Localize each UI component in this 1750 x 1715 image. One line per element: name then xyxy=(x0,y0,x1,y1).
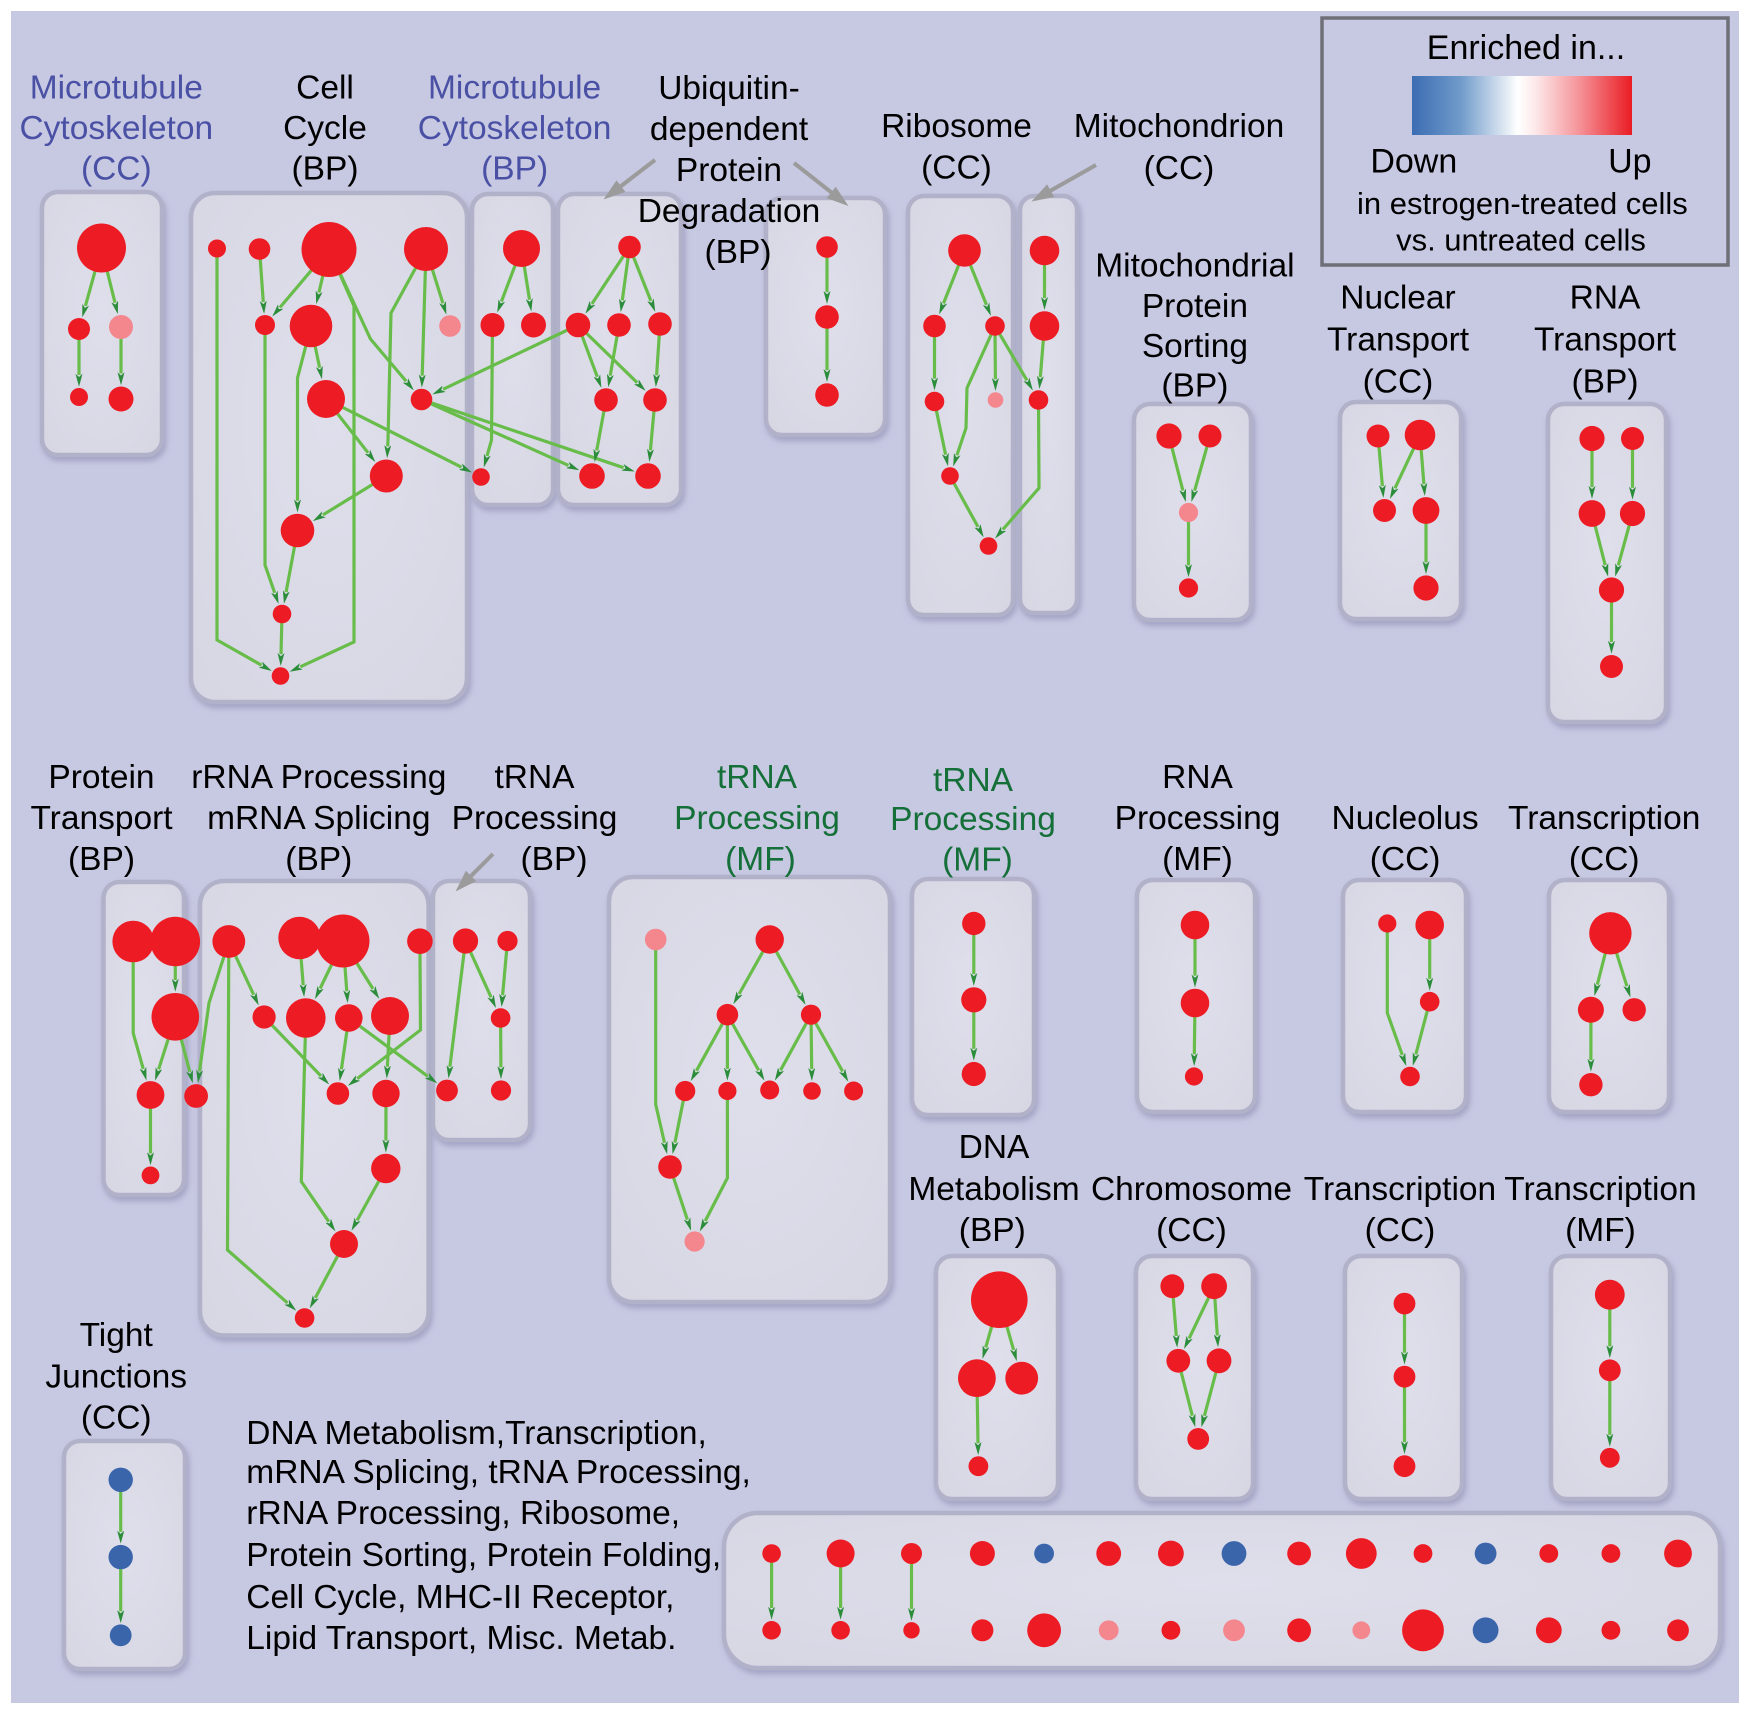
svg-text:Processing: Processing xyxy=(890,801,1056,838)
svg-text:(CC): (CC) xyxy=(1363,364,1434,401)
svg-text:mRNA Splicing: mRNA Splicing xyxy=(207,800,430,837)
svg-text:(BP): (BP) xyxy=(68,841,135,878)
svg-text:Nuclear: Nuclear xyxy=(1340,280,1455,317)
svg-text:Down: Down xyxy=(1370,143,1457,181)
svg-text:Protein: Protein xyxy=(48,759,154,796)
svg-text:Transcription: Transcription xyxy=(1304,1171,1496,1208)
svg-text:Chromosome: Chromosome xyxy=(1091,1171,1292,1208)
svg-text:Ribosome: Ribosome xyxy=(881,108,1032,145)
svg-text:(BP): (BP) xyxy=(285,841,352,878)
svg-text:(CC): (CC) xyxy=(1569,841,1640,878)
svg-text:Cycle: Cycle xyxy=(283,110,367,147)
svg-text:(CC): (CC) xyxy=(1144,150,1215,187)
svg-text:(BP): (BP) xyxy=(481,151,548,188)
svg-text:RNA: RNA xyxy=(1570,280,1641,317)
svg-text:Ubiquitin-: Ubiquitin- xyxy=(658,70,800,107)
svg-text:Mitochondrial: Mitochondrial xyxy=(1095,248,1294,285)
svg-text:Lipid Transport, Misc. Metab.: Lipid Transport, Misc. Metab. xyxy=(246,1620,676,1657)
svg-text:Up: Up xyxy=(1608,143,1651,181)
svg-text:rRNA Processing: rRNA Processing xyxy=(191,759,446,796)
svg-text:Microtubule: Microtubule xyxy=(428,70,601,107)
svg-text:Degradation: Degradation xyxy=(638,193,821,230)
svg-text:Microtubule: Microtubule xyxy=(30,70,203,107)
svg-text:Tight: Tight xyxy=(80,1317,154,1354)
svg-text:(BP): (BP) xyxy=(292,151,359,188)
svg-text:(MF): (MF) xyxy=(725,841,796,878)
svg-text:Processing: Processing xyxy=(674,800,840,837)
svg-text:Processing: Processing xyxy=(452,800,618,837)
svg-text:mRNA Splicing, tRNA Processing: mRNA Splicing, tRNA Processing, xyxy=(246,1454,751,1491)
svg-text:(CC): (CC) xyxy=(81,1400,152,1437)
svg-text:Cell: Cell xyxy=(296,70,354,107)
svg-text:(MF): (MF) xyxy=(1162,841,1233,878)
svg-text:Cell Cycle, MHC-II Receptor,: Cell Cycle, MHC-II Receptor, xyxy=(246,1579,674,1616)
svg-text:Cytoskeleton: Cytoskeleton xyxy=(418,110,612,147)
svg-text:in estrogen-treated cells: in estrogen-treated cells xyxy=(1357,186,1688,221)
svg-text:(CC): (CC) xyxy=(1370,841,1441,878)
svg-text:Enriched in...: Enriched in... xyxy=(1427,29,1625,67)
svg-text:Transcription: Transcription xyxy=(1504,1171,1696,1208)
svg-text:Junctions: Junctions xyxy=(45,1359,187,1396)
svg-text:rRNA Processing, Ribosome,: rRNA Processing, Ribosome, xyxy=(246,1495,680,1532)
svg-text:Processing: Processing xyxy=(1115,800,1281,837)
svg-text:(CC): (CC) xyxy=(1156,1212,1227,1249)
svg-text:Protein: Protein xyxy=(1142,288,1248,325)
svg-text:(BP): (BP) xyxy=(521,841,588,878)
svg-text:Transport: Transport xyxy=(30,800,173,837)
svg-text:Mitochondrion: Mitochondrion xyxy=(1074,108,1284,145)
svg-text:(BP): (BP) xyxy=(959,1212,1026,1249)
svg-text:(CC): (CC) xyxy=(1365,1212,1436,1249)
svg-text:Transport: Transport xyxy=(1534,322,1677,359)
svg-text:tRNA: tRNA xyxy=(933,762,1014,799)
svg-text:(MF): (MF) xyxy=(942,842,1013,879)
svg-text:(CC): (CC) xyxy=(81,151,152,188)
svg-text:Transport: Transport xyxy=(1327,322,1470,359)
svg-text:Transcription: Transcription xyxy=(1508,800,1700,837)
svg-text:Nucleolus: Nucleolus xyxy=(1332,800,1479,837)
svg-text:(BP): (BP) xyxy=(705,234,772,271)
svg-text:tRNA: tRNA xyxy=(717,759,798,796)
svg-text:DNA Metabolism,Transcription,: DNA Metabolism,Transcription, xyxy=(246,1415,706,1452)
svg-text:(MF): (MF) xyxy=(1565,1212,1636,1249)
svg-text:(BP): (BP) xyxy=(1161,368,1228,405)
svg-text:Sorting: Sorting xyxy=(1142,328,1248,365)
svg-text:Metabolism: Metabolism xyxy=(908,1171,1079,1208)
svg-text:(CC): (CC) xyxy=(921,150,992,187)
svg-text:Cytoskeleton: Cytoskeleton xyxy=(19,110,213,147)
svg-text:tRNA: tRNA xyxy=(494,759,575,796)
svg-text:dependent: dependent xyxy=(650,111,809,148)
svg-text:RNA: RNA xyxy=(1162,759,1233,796)
svg-text:Protein: Protein xyxy=(676,152,782,189)
svg-text:DNA: DNA xyxy=(959,1129,1030,1166)
svg-text:(BP): (BP) xyxy=(1572,364,1639,401)
svg-text:Protein Sorting, Protein Foldi: Protein Sorting, Protein Folding, xyxy=(246,1537,721,1574)
svg-text:vs. untreated cells: vs. untreated cells xyxy=(1396,223,1646,258)
